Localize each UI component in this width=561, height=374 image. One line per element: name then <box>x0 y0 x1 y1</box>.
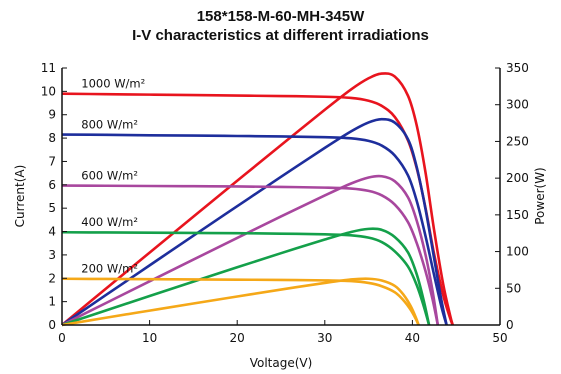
y2-tick-label: 250 <box>506 134 529 148</box>
y-tick-label: 8 <box>48 131 56 145</box>
x-tick-label: 50 <box>492 331 507 345</box>
y-tick-label: 5 <box>48 201 56 215</box>
power-curve-400 <box>61 227 431 327</box>
y2-tick-label: 350 <box>506 61 529 75</box>
y-tick-label: 10 <box>41 84 56 98</box>
chart-title: 158*158-M-60-MH-345W <box>196 8 365 25</box>
y-tick-label: 11 <box>41 61 56 75</box>
current-curve-200 <box>61 277 420 326</box>
y-tick-label: 6 <box>48 178 56 192</box>
y2-tick-label: 200 <box>506 171 529 185</box>
x-tick-label: 20 <box>230 331 245 345</box>
y-tick-label: 7 <box>48 154 56 168</box>
y-axis-label: Current(A) <box>13 165 27 228</box>
series-label-1000: 1000 W/m² <box>81 77 145 91</box>
current-curve-600 <box>61 184 440 326</box>
chart-subtitle: I-V characteristics at different irradia… <box>132 27 429 44</box>
current-curve-800 <box>61 133 448 326</box>
series-label-800: 800 W/m² <box>81 118 138 132</box>
power-curve-1000 <box>61 72 454 327</box>
y-tick-label: 9 <box>48 108 56 122</box>
current-curve-400 <box>61 230 431 326</box>
y2-tick-label: 50 <box>506 281 521 295</box>
x-tick-label: 30 <box>317 331 332 345</box>
power-curve-600 <box>61 174 440 327</box>
power-curve-200 <box>61 277 420 327</box>
y2-tick-label: 0 <box>506 318 514 332</box>
y-tick-label: 4 <box>48 225 56 239</box>
y-tick-label: 0 <box>48 318 56 332</box>
y2-axis-label: Power(W) <box>533 167 547 225</box>
x-tick-label: 40 <box>405 331 420 345</box>
y-tick-label: 3 <box>48 248 56 262</box>
x-tick-label: 10 <box>142 331 157 345</box>
y2-tick-label: 150 <box>506 208 529 222</box>
series-label-400: 400 W/m² <box>81 215 138 229</box>
x-axis-label: Voltage(V) <box>250 356 313 370</box>
power-curve-800 <box>61 117 448 327</box>
y2-tick-label: 300 <box>506 98 529 112</box>
series-label-600: 600 W/m² <box>81 169 138 183</box>
x-tick-label: 0 <box>58 331 66 345</box>
series-label-200: 200 W/m² <box>81 262 138 276</box>
y-tick-label: 1 <box>48 295 56 309</box>
y-tick-label: 2 <box>48 271 56 285</box>
y2-tick-label: 100 <box>506 245 529 259</box>
